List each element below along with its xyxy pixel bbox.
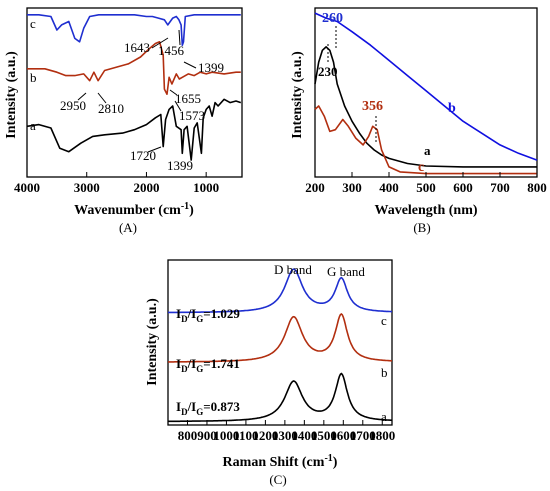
x-tick-label: 500 [416, 180, 436, 195]
x-tick-label: 600 [453, 180, 473, 195]
ann-1655: 1655 [175, 91, 201, 106]
band-label-g: G band [327, 264, 365, 279]
x-tick-label: 1000 [213, 428, 239, 443]
x-tick-label: 300 [342, 180, 362, 195]
ratio-label-b: ID/IG=1.741 [176, 356, 240, 374]
panel-b-label-a: a [424, 143, 431, 158]
panel-b-label-b: b [448, 101, 456, 116]
panel-a-label: (A) [119, 220, 137, 235]
band-label-d: D band [274, 262, 312, 277]
ann-1399-a: 1399 [167, 158, 193, 173]
panel-c-label: (C) [269, 472, 286, 487]
x-tick-label: 1300 [272, 428, 298, 443]
panel-a-label-c: c [30, 16, 36, 31]
panel-c-ylabel: Intensity (a.u.) [145, 298, 160, 386]
ratio-label-c: ID/IG=1.029 [176, 306, 240, 324]
x-tick-label: 400 [379, 180, 399, 195]
panel-b-ylabel: Intensity (a.u.) [290, 51, 305, 139]
x-tick-label: 900 [197, 428, 217, 443]
x-tick-label: 1700 [350, 428, 376, 443]
x-tick-label: 1600 [330, 428, 356, 443]
panel-a-ylabel: Intensity (a.u.) [4, 51, 19, 139]
panel-a-ticks: 4000 3000 2000 1000 [14, 172, 219, 195]
panel-c-xlabel: Raman Shift (cm-1) [223, 453, 338, 470]
x-tick-label: 800 [527, 180, 547, 195]
ann-260: 260 [322, 11, 343, 26]
panel-b-label-c: c [418, 160, 424, 175]
panel-b-label: (B) [413, 220, 430, 235]
x-tick-label: 1100 [233, 428, 258, 443]
series-line-b [314, 12, 538, 161]
panel-a: 4000 3000 2000 1000 Intensity (a.u.) Wavenu… [4, 7, 243, 235]
ann-1643: 1643 [124, 40, 150, 55]
panel-c-frame [167, 259, 393, 426]
series-line-a [168, 372, 393, 423]
ann-1399-c: 1399 [198, 60, 224, 75]
ann-2810-arrow [97, 92, 107, 104]
panel-c-series [168, 268, 393, 423]
ann-1456: 1456 [158, 43, 185, 58]
x-tick-label: 1400 [291, 428, 317, 443]
ann-1573-arrow [174, 100, 182, 112]
ann-2950-arrow [77, 92, 87, 101]
panel-c-label-b: b [381, 365, 388, 380]
ann-1643-arrow [151, 37, 169, 49]
x-tick-label: 1500 [311, 428, 337, 443]
ann-356: 356 [362, 99, 383, 114]
x-tick-label: 1000 [193, 180, 219, 195]
panel-a-xlabel: Wavenumber (cm-1) [74, 201, 194, 218]
ann-1456-arrow [178, 29, 181, 46]
ann-1655-arrow [169, 89, 178, 96]
ann-1720-arrow [147, 146, 162, 153]
x-tick-label: 700 [490, 180, 510, 195]
x-tick-label: 2000 [133, 180, 159, 195]
panel-a-frame [26, 7, 243, 178]
panel-a-label-b: b [30, 70, 37, 85]
panel-c-label-c: c [381, 313, 387, 328]
series-line-b [27, 41, 241, 95]
x-tick-label: 200 [305, 180, 325, 195]
ann-1399-c-arrow [183, 61, 197, 69]
x-tick-label: 3000 [74, 180, 100, 195]
x-tick-label: 4000 [14, 180, 40, 195]
panel-b-ticks: 200 300 400 500 600 700 800 [305, 172, 547, 195]
panel-b: 200 300 400 500 600 700 800 Intensity (a.u.) W… [290, 7, 547, 235]
series-line-c [27, 14, 241, 46]
ann-2810: 2810 [98, 101, 124, 116]
series-line-a [26, 98, 242, 161]
x-tick-label: 1200 [252, 428, 278, 443]
ann-2950: 2950 [60, 98, 86, 113]
panel-a-series [26, 14, 242, 161]
series-line-a [314, 46, 537, 168]
panel-a-label-a: a [30, 118, 36, 133]
panel-c-label-a: a [381, 409, 387, 424]
ratio-label-a: ID/IG=0.873 [176, 399, 240, 417]
series-line-c [314, 105, 537, 175]
x-tick-label: 1800 [369, 428, 395, 443]
panel-b-xlabel: Wavelength (nm) [374, 203, 477, 218]
panel-c: 800 9001000110012001300140015001600170018… [145, 259, 395, 487]
ann-230: 230 [318, 64, 338, 79]
series-line-b [168, 312, 392, 363]
series-line-c [168, 268, 392, 314]
ann-1573: 1573 [179, 108, 205, 123]
panel-c-ticks: 800 9001000110012001300140015001600170018… [178, 420, 395, 443]
x-tick-label: 800 [178, 428, 198, 443]
